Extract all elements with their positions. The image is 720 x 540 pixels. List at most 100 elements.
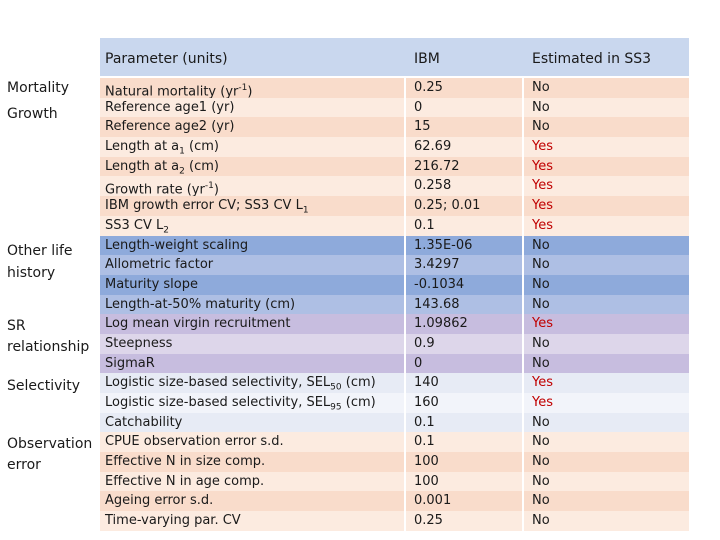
cell-background: [524, 235, 689, 256]
header-parameter: Parameter (units): [105, 51, 228, 67]
cell-estimated: No: [532, 414, 550, 430]
cell-ibm-value: 1.09862: [414, 316, 468, 332]
cell-ibm-value: 0.25; 0.01: [414, 198, 481, 214]
cell-background: [100, 432, 404, 453]
cell-estimated: No: [532, 454, 550, 470]
cell-estimated: No: [532, 276, 550, 292]
table-row: Ageing error s.d. 0.001 No: [100, 491, 689, 512]
cell-background: [524, 97, 689, 118]
cell-background: [406, 176, 522, 197]
cell-background: [524, 491, 689, 512]
cell-estimated: No: [532, 296, 550, 312]
cell-estimated: No: [532, 99, 550, 115]
cell-parameter: IBM growth error CV; SS3 CV L1: [105, 198, 309, 216]
cell-parameter: SS3 CV L2: [105, 217, 169, 236]
cell-ibm-value: -0.1034: [414, 276, 465, 292]
cell-background: [100, 196, 404, 216]
cell-parameter: Allometric factor: [105, 257, 214, 273]
cell-background: [406, 333, 522, 354]
table-row: Maturity slope -0.1034 No: [100, 274, 689, 295]
cell-background: [524, 471, 689, 492]
table-row: Effective N in age comp. 100 No: [100, 471, 689, 492]
cell-parameter: Natural mortality (yr-1): [105, 83, 253, 100]
cell-ibm-value: 0.1: [414, 414, 435, 430]
group-label-growth: Growth: [7, 106, 58, 122]
cell-parameter: Length at a2 (cm): [105, 158, 219, 177]
cell-estimated: No: [532, 513, 550, 529]
cell-background: [524, 393, 689, 413]
group-label-other-life-2: history: [7, 265, 56, 281]
cell-parameter: Time-varying par. CV: [105, 513, 241, 529]
cell-background: [100, 353, 404, 374]
cell-background: [100, 78, 404, 98]
cell-background: [100, 97, 404, 118]
cell-background: [100, 274, 404, 295]
cell-background: [406, 452, 522, 472]
cell-estimated: No: [532, 119, 550, 135]
cell-background: [100, 156, 404, 177]
cell-background: [524, 137, 689, 157]
cell-background: [406, 274, 522, 295]
cell-background: [406, 412, 522, 433]
table-row: Time-varying par. CV 0.25 No: [100, 511, 689, 531]
table-row: Length-weight scaling 1.35E-06 No: [100, 235, 689, 256]
cell-ibm-value: 216.72: [414, 158, 460, 174]
table-row: Log mean virgin recruitment 1.09862 Yes: [100, 314, 689, 334]
cell-background: [524, 333, 689, 354]
cell-background: [100, 412, 404, 433]
cell-ibm-value: 0.1: [414, 434, 435, 450]
cell-estimated: Yes: [532, 316, 553, 332]
cell-background: [100, 117, 404, 138]
cell-background: [100, 176, 404, 197]
cell-ibm-value: 100: [414, 454, 439, 470]
cell-ibm-value: 0.25: [414, 80, 443, 95]
table-row: Reference age2 (yr) 15 No: [100, 117, 689, 138]
cell-background: [100, 137, 404, 157]
cell-background: [524, 215, 689, 236]
cell-parameter: Effective N in size comp.: [105, 454, 266, 470]
cell-parameter: Logistic size-based selectivity, SEL50 (…: [105, 375, 376, 393]
cell-background: [524, 432, 689, 453]
cell-background: [100, 471, 404, 492]
cell-background: [406, 294, 522, 315]
header-estimated: Estimated in SS3: [532, 51, 652, 67]
cell-parameter: Maturity slope: [105, 276, 198, 292]
cell-background: [406, 511, 522, 531]
group-label-sr-2: relationship: [7, 339, 90, 355]
cell-background: [100, 314, 404, 334]
cell-background: [524, 156, 689, 177]
cell-background: [406, 215, 522, 236]
cell-estimated: No: [532, 257, 550, 273]
cell-background: [406, 373, 522, 393]
cell-background: [524, 373, 689, 393]
cell-ibm-value: 0.9: [414, 335, 435, 351]
table-row: Allometric factor 3.4297 No: [100, 255, 689, 275]
cell-ibm-value: 0.25: [414, 513, 443, 529]
cell-background: [524, 78, 689, 98]
cell-estimated: No: [532, 237, 550, 253]
cell-estimated: No: [532, 80, 550, 95]
cell-estimated: No: [532, 434, 550, 450]
table-header: Parameter (units) IBM Estimated in SS3: [100, 38, 689, 76]
cell-background: [406, 97, 522, 118]
cell-background: [524, 511, 689, 531]
cell-parameter: Log mean virgin recruitment: [105, 316, 291, 332]
cell-parameter: Steepness: [105, 335, 173, 351]
group-label-observation-1: Observation: [7, 436, 93, 452]
group-label-mortality: Mortality: [7, 80, 70, 96]
cell-background: [524, 412, 689, 433]
cell-estimated: No: [532, 355, 550, 371]
cell-estimated: Yes: [532, 395, 553, 410]
cell-background: [524, 314, 689, 334]
cell-background: [406, 432, 522, 453]
cell-background: [524, 294, 689, 315]
cell-estimated: Yes: [532, 375, 553, 391]
cell-background: [406, 156, 522, 177]
cell-parameter: Length-at-50% maturity (cm): [105, 296, 296, 312]
cell-background: [406, 314, 522, 334]
table-row: Effective N in size comp. 100 No: [100, 452, 689, 472]
cell-parameter: Logistic size-based selectivity, SEL95 (…: [105, 395, 376, 413]
table-body: Natural mortality (yr-1) 0.25 No Reference …: [100, 78, 689, 531]
cell-background: [100, 393, 404, 413]
cell-background: [100, 215, 404, 236]
